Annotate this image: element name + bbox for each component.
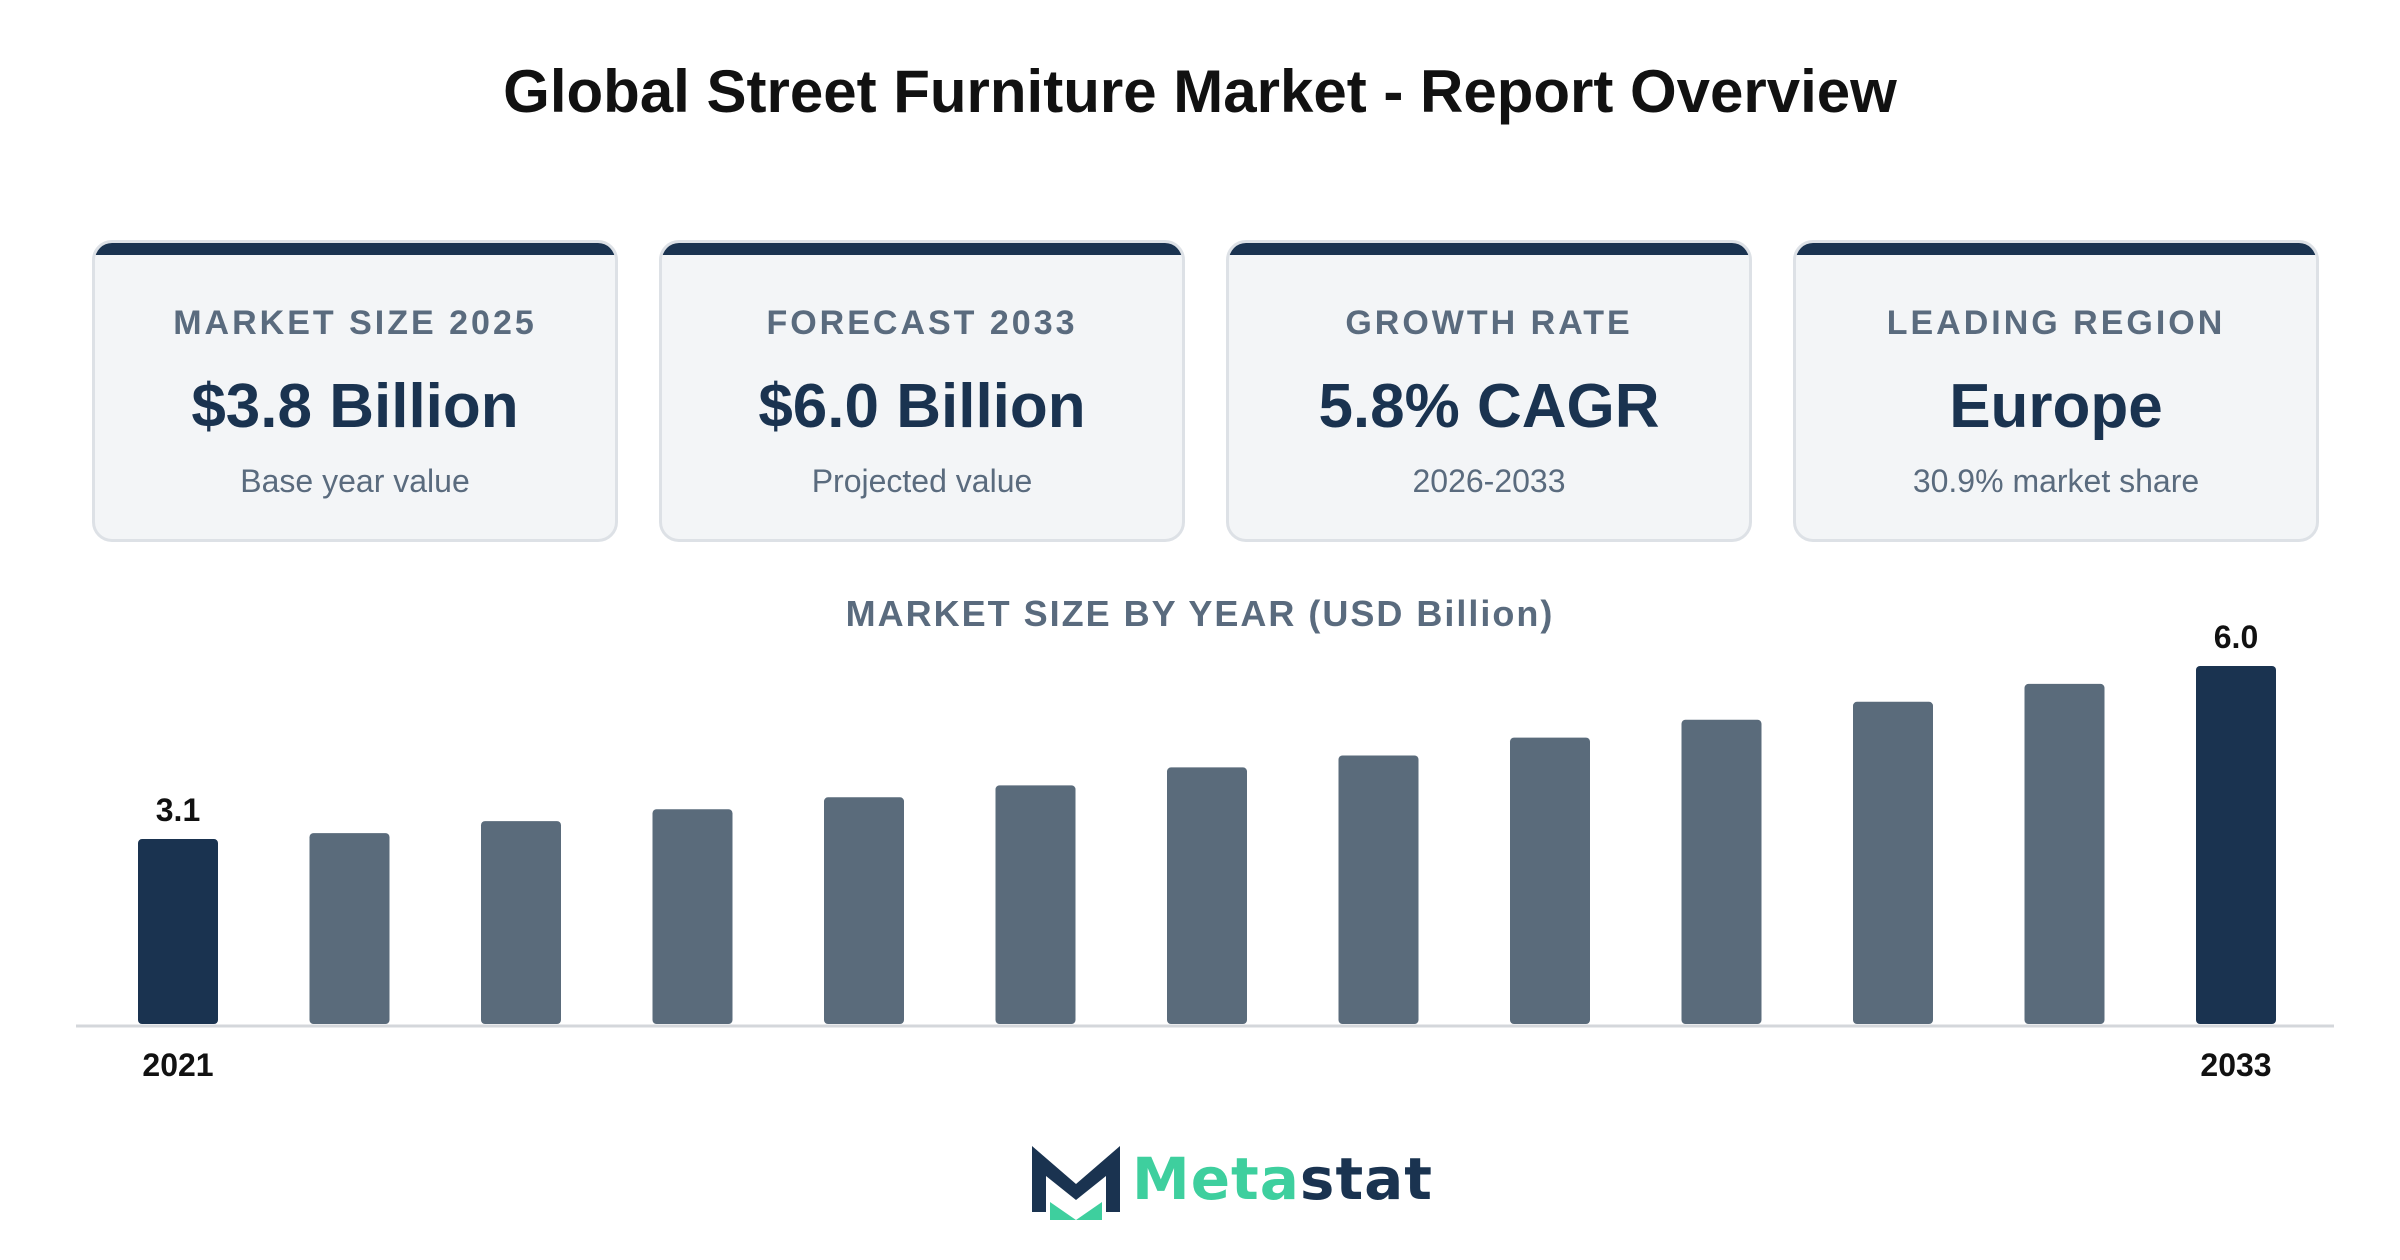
kpi-label: LEADING REGION <box>1886 304 2226 342</box>
chart-title: MARKET SIZE BY YEAR (USD Billion) <box>845 593 1555 634</box>
bar-2026 <box>995 785 1076 1024</box>
kpi-label: MARKET SIZE 2025 <box>173 304 537 342</box>
bar-2028 <box>1338 755 1419 1024</box>
kpi-value: Europe <box>1949 372 2163 441</box>
bar-2023 <box>481 821 561 1024</box>
bar-2029 <box>1510 737 1590 1024</box>
x-tick-label-2021: 2021 <box>142 1047 213 1083</box>
bar-chart: 3.1 2021 6.0 2033 <box>76 619 2334 1083</box>
kpi-value: $6.0 Billion <box>758 372 1086 441</box>
bar-2022 <box>309 833 390 1024</box>
bar-2024 <box>652 809 733 1024</box>
card-accent-bar <box>95 243 615 255</box>
bar-2027 <box>1167 767 1247 1024</box>
logo-wordmark: Metastat <box>1132 1144 1433 1214</box>
metastat-logo: Metastat <box>1028 1140 1432 1220</box>
kpi-cards: MARKET SIZE 2025 $3.8 Billion Base year … <box>92 240 2320 544</box>
bar-2021 <box>138 839 218 1024</box>
kpi-value: $3.8 Billion <box>191 372 519 441</box>
card-accent-bar <box>662 243 1182 255</box>
kpi-card-leading-region: LEADING REGION Europe 30.9% market share <box>1793 240 2319 542</box>
kpi-value: 5.8% CAGR <box>1318 372 1660 441</box>
bar-2033 <box>2196 666 2276 1024</box>
kpi-note: 30.9% market share <box>1912 463 2200 499</box>
card-accent-bar <box>1796 243 2316 255</box>
metastat-m-logo-icon <box>1032 1146 1120 1220</box>
kpi-card-growth-rate: GROWTH RATE 5.8% CAGR 2026-2033 <box>1226 240 1752 542</box>
bar-2030 <box>1681 719 1762 1024</box>
x-tick-label-2033: 2033 <box>2200 1047 2271 1083</box>
kpi-note: Base year value <box>240 463 470 499</box>
card-accent-bar <box>1229 243 1749 255</box>
bar-2032 <box>2024 683 2105 1024</box>
kpi-label: FORECAST 2033 <box>766 304 1078 342</box>
kpi-card-market-size: MARKET SIZE 2025 $3.8 Billion Base year … <box>92 240 618 542</box>
logo-text-meta: Meta <box>1132 1145 1300 1213</box>
bar-2025 <box>824 797 904 1024</box>
kpi-label: GROWTH RATE <box>1345 304 1633 342</box>
page-title: Global Street Furniture Market - Report … <box>503 58 1897 125</box>
value-label-2033: 6.0 <box>2214 619 2258 655</box>
kpi-note: Projected value <box>811 463 1033 499</box>
kpi-note: 2026-2033 <box>1412 463 1566 499</box>
bar-2031 <box>1853 701 1933 1024</box>
kpi-card-forecast: FORECAST 2033 $6.0 Billion Projected val… <box>659 240 1185 542</box>
value-label-2021: 3.1 <box>156 792 200 828</box>
logo-text-stat: stat <box>1299 1145 1434 1213</box>
